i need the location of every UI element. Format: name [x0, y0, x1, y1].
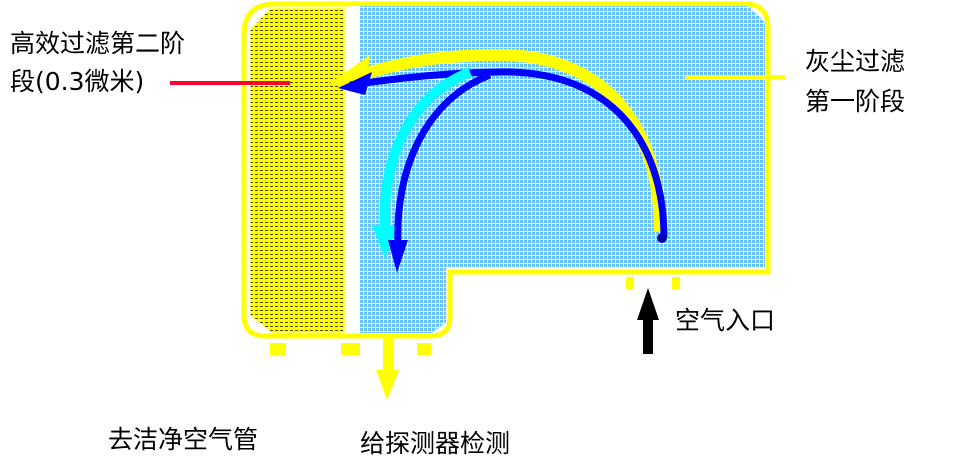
flow-arrowhead-blue-down: [388, 240, 408, 273]
hepa-filter-panel: [249, 7, 346, 334]
clean-air-pipe-label: 去洁净空气管: [108, 425, 259, 454]
flow-arc-blue-down: [394, 71, 492, 246]
housing-outline: [241, 1, 771, 339]
outlet-ports: [270, 277, 680, 355]
flow-arc-cyan: [379, 67, 472, 236]
flow-arrowhead-cyan: [372, 225, 398, 258]
hepa-stage-label-line2: 段(0.3微米): [10, 67, 145, 96]
flow-arrowhead-blue: [338, 72, 372, 95]
dust-stage-label-line2: 第一阶段: [805, 87, 906, 116]
air-inlet-label: 空气入口: [675, 306, 776, 335]
air-inlet-arrow: [637, 288, 659, 354]
detector-label: 给探测器检测: [360, 429, 511, 458]
dust-stage-label-line1: 灰尘过滤: [805, 47, 906, 76]
hepa-stage-label-line1: 高效过滤第二阶: [10, 29, 186, 58]
detector-outlet-arrow: [376, 334, 399, 400]
flow-arc-blue: [349, 68, 668, 239]
